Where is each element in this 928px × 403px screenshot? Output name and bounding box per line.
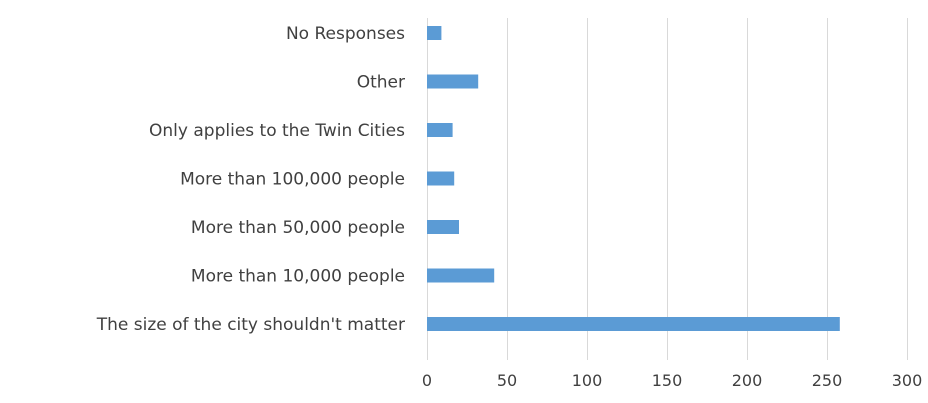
bar [427,220,459,234]
category-label: More than 100,000 people [180,170,405,190]
x-tick-label: 100 [572,371,603,390]
bar [427,26,442,40]
x-tick-label: 0 [422,371,432,390]
gridlines [427,18,908,360]
bar [427,123,453,137]
bar [427,171,455,186]
category-label: Other [357,73,405,93]
bar [427,268,495,283]
category-label: More than 10,000 people [191,267,405,287]
x-tick-label: 250 [812,371,843,390]
category-label: The size of the city shouldn't matter [96,315,405,335]
x-axis-tick-labels: 0 50 100 150 200 250 300 [422,371,922,390]
category-label: No Responses [286,24,405,44]
bar [427,74,479,89]
category-labels: No Responses Other Only applies to the Twi… [96,24,405,335]
category-label: More than 50,000 people [191,218,405,238]
x-tick-label: 300 [892,371,923,390]
category-label: Only applies to the Twin Cities [149,121,405,141]
bars [427,26,840,331]
bar [427,317,840,331]
x-tick-label: 50 [497,371,517,390]
x-tick-label: 150 [652,371,683,390]
x-tick-label: 200 [732,371,763,390]
